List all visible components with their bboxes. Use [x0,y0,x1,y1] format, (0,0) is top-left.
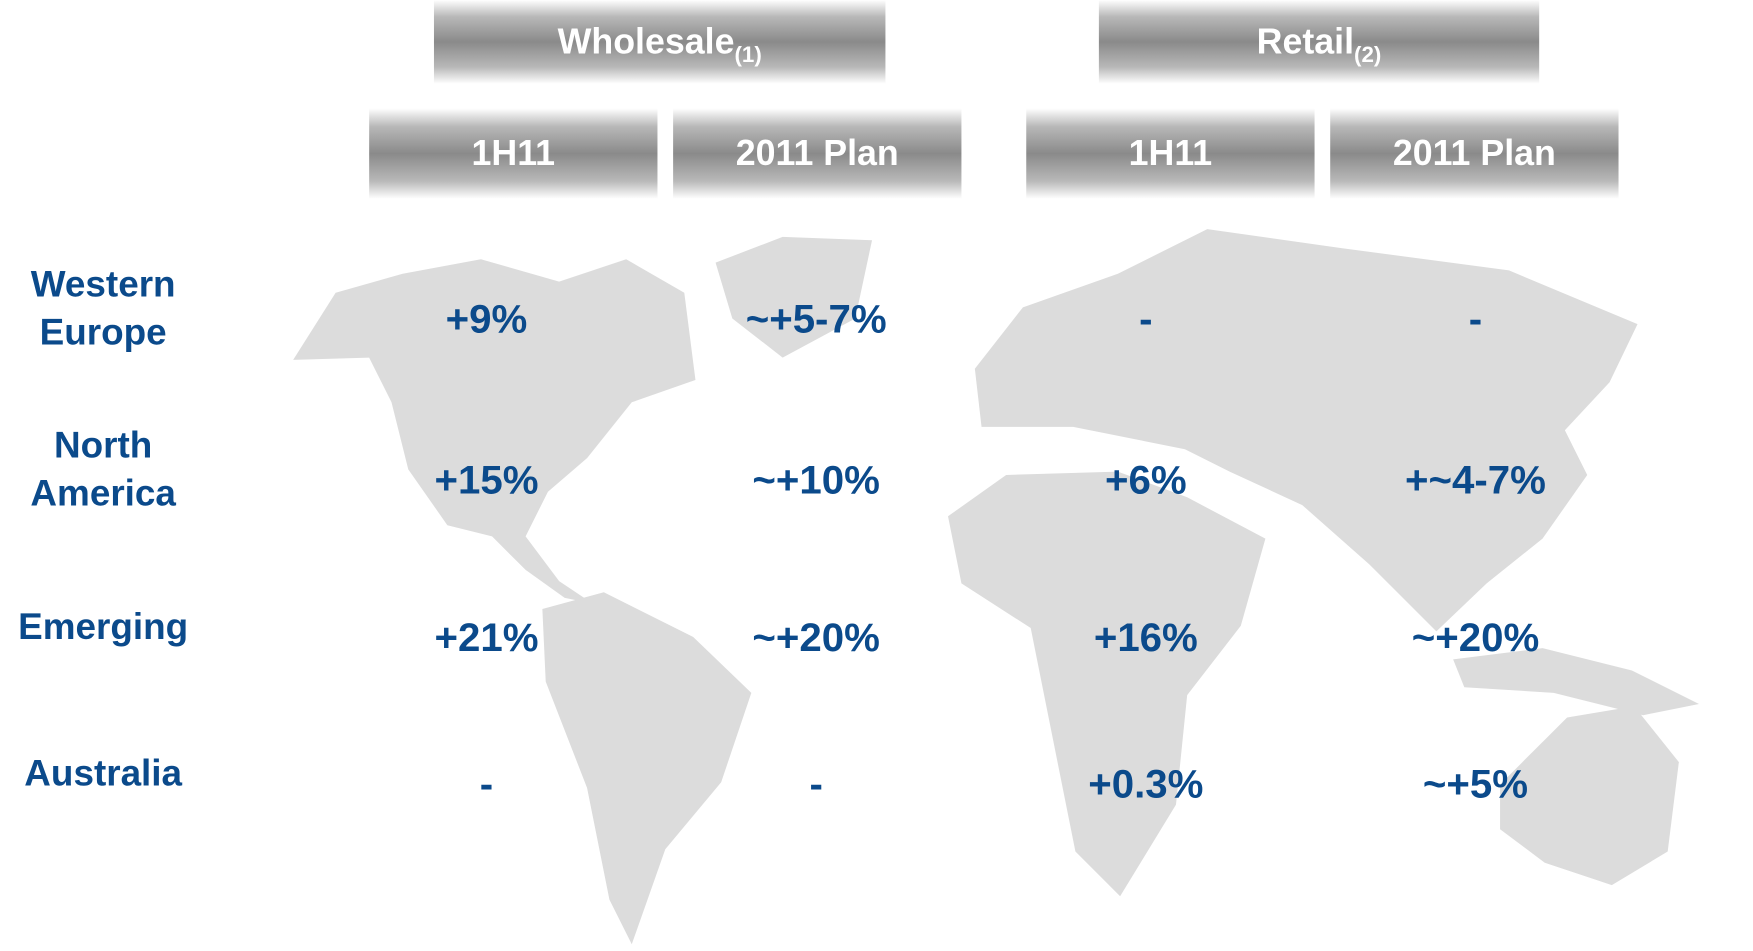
group-header-bg [1098,0,1540,84]
cell-value: +0.3% [1088,761,1203,806]
header: Wholesale(1) Retail(2) 1H11 2011 Plan 1H11 20… [369,0,1619,199]
row-label: Europe [40,311,167,352]
cell-value: ~+20% [752,615,879,660]
group-header-bg [433,0,886,84]
cell-value: ~+5-7% [746,296,887,341]
column-header: 1H11 [472,133,556,173]
footnote-ref: (1) [734,42,761,67]
cell-value: - [809,761,822,806]
group-title: Retail [1257,22,1354,62]
world-map [293,229,1699,945]
column-header: 2011 Plan [1393,133,1556,173]
column-header-bg [1330,108,1619,199]
column-header: 1H11 [1129,133,1213,173]
column-header-bg [673,108,962,199]
row-label: North [54,424,152,465]
column-header-bg [1026,108,1315,199]
cell-value: - [1469,296,1482,341]
group-header: Wholesale(1) [558,22,762,67]
cell-value: - [480,761,493,806]
cell-value: +16% [1094,615,1198,660]
cell-value: ~+20% [1412,615,1539,660]
cell-value: +~4-7% [1405,457,1546,502]
table-body: Western Europe +9% ~+5-7% - - North America +15%… [18,263,1546,806]
cell-value: +9% [446,296,528,341]
footnote-ref: (2) [1354,42,1381,67]
row-label: America [30,472,176,513]
group-title: Wholesale [558,22,735,62]
cell-value: ~+10% [752,457,879,502]
cell-value: +15% [434,457,538,502]
column-header-bg [369,108,658,199]
row-label: Western [31,263,176,304]
cell-value: ~+5% [1423,761,1528,806]
row-label: Australia [24,752,182,793]
cell-value: +6% [1105,457,1187,502]
column-header: 2011 Plan [736,133,899,173]
cell-value: - [1139,296,1152,341]
cell-value: +21% [434,615,538,660]
group-header: Retail(2) [1257,22,1382,67]
row-label: Emerging [18,606,188,647]
